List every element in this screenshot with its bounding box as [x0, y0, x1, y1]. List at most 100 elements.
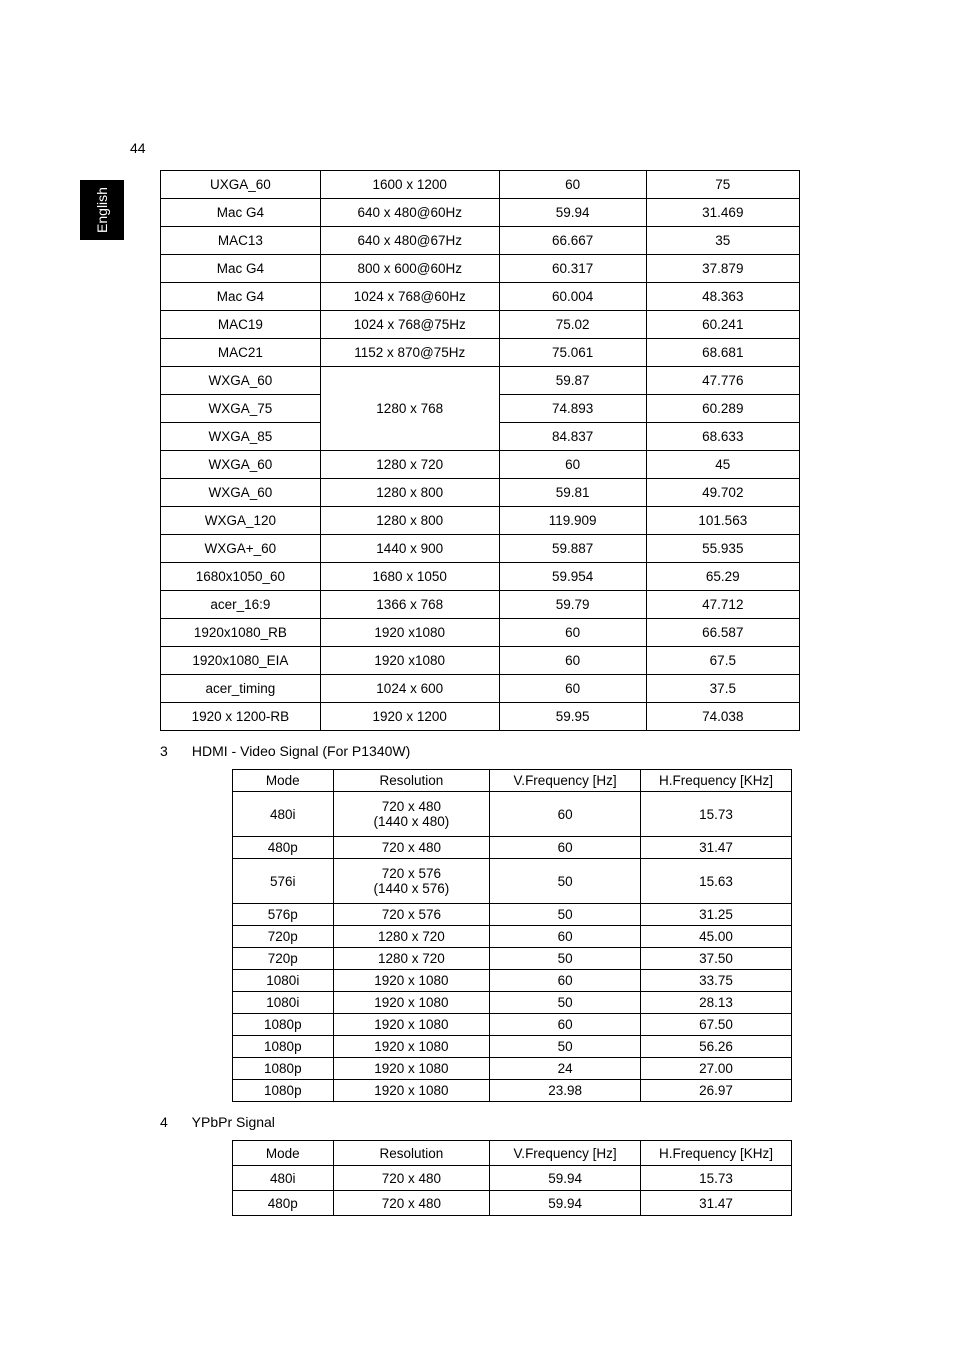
table-cell: 24 [490, 1058, 641, 1080]
table-cell: 75.02 [499, 311, 646, 339]
table-cell: 1152 x 870@75Hz [320, 339, 499, 367]
table-cell: 56.26 [641, 1036, 792, 1058]
table-cell: 50 [490, 904, 641, 926]
table-cell: 68.681 [646, 339, 799, 367]
table-row: WXGA_1201280 x 800119.909101.563 [161, 507, 800, 535]
table-cell: 50 [490, 859, 641, 904]
table-cell: 1440 x 900 [320, 535, 499, 563]
table-cell: 47.712 [646, 591, 799, 619]
table-cell: 50 [490, 948, 641, 970]
table-cell: 59.94 [499, 199, 646, 227]
table-cell: 59.79 [499, 591, 646, 619]
table-row: 576i720 x 576(1440 x 576)5015.63 [233, 859, 792, 904]
table-row: 1080i1920 x 10806033.75 [233, 970, 792, 992]
table-cell: MAC13 [161, 227, 321, 255]
table-cell: 101.563 [646, 507, 799, 535]
table-row: 1080p1920 x 10802427.00 [233, 1058, 792, 1080]
table-cell: 75 [646, 171, 799, 199]
table-cell: 45 [646, 451, 799, 479]
table-ypbpr-wrap: ModeResolutionV.Frequency [Hz]H.Frequenc… [232, 1140, 792, 1216]
table-row: 1080p1920 x 10806067.50 [233, 1014, 792, 1036]
table-row: Mac G41024 x 768@60Hz60.00448.363 [161, 283, 800, 311]
content: UXGA_601600 x 12006075Mac G4640 x 480@60… [160, 170, 800, 1216]
table-cell: 119.909 [499, 507, 646, 535]
table-cell: Mac G4 [161, 283, 321, 311]
table-cell: 60 [499, 675, 646, 703]
table-cell: 480i [233, 792, 334, 837]
table-cell: WXGA_60 [161, 479, 321, 507]
table-row: WXGA_601280 x 7206045 [161, 451, 800, 479]
table-cell: 720 x 480 [333, 1191, 490, 1216]
table-cell: 720 x 480 [333, 1166, 490, 1191]
table-row: 576p720 x 5765031.25 [233, 904, 792, 926]
table-cell: UXGA_60 [161, 171, 321, 199]
table-cell: MAC19 [161, 311, 321, 339]
table-cell: 84.837 [499, 423, 646, 451]
table-cell: 60.241 [646, 311, 799, 339]
table-cell: 480i [233, 1166, 334, 1191]
table-cell: 60.004 [499, 283, 646, 311]
table-row: Mac G4640 x 480@60Hz59.9431.469 [161, 199, 800, 227]
table-cell: 800 x 600@60Hz [320, 255, 499, 283]
table-cell: 68.633 [646, 423, 799, 451]
table-row: 480p720 x 4806031.47 [233, 837, 792, 859]
table-row: 1920x1080_RB1920 x10806066.587 [161, 619, 800, 647]
table-row: 1080i1920 x 10805028.13 [233, 992, 792, 1014]
table-cell: 1280 x 720 [320, 451, 499, 479]
table-cell: 1920 x 1200-RB [161, 703, 321, 731]
table-row: WXGA_601280 x 80059.8149.702 [161, 479, 800, 507]
table-cell: 60 [499, 647, 646, 675]
table-cell: 66.667 [499, 227, 646, 255]
table-row: Mac G4800 x 600@60Hz60.31737.879 [161, 255, 800, 283]
table-row: 720p1280 x 7205037.50 [233, 948, 792, 970]
table-cell: 37.50 [641, 948, 792, 970]
table-cell: 60 [490, 970, 641, 992]
table-cell: 45.00 [641, 926, 792, 948]
table-cell: WXGA_60 [161, 451, 321, 479]
section-ypbpr-heading: 4 YPbPr Signal [160, 1114, 800, 1130]
table-cell: 720p [233, 926, 334, 948]
table-cell: 1080i [233, 970, 334, 992]
table-cell: 640 x 480@67Hz [320, 227, 499, 255]
table-cell: 15.63 [641, 859, 792, 904]
section-hdmi-heading: 3 HDMI - Video Signal (For P1340W) [160, 743, 800, 759]
table-cell: MAC21 [161, 339, 321, 367]
table-row: 480p720 x 48059.9431.47 [233, 1191, 792, 1216]
table-cell: 1920 x 1080 [333, 1036, 490, 1058]
table-cell: acer_16:9 [161, 591, 321, 619]
table-cell: 55.935 [646, 535, 799, 563]
table-cell: 65.29 [646, 563, 799, 591]
table-cell: Mac G4 [161, 199, 321, 227]
table-cell: 1920 x 1080 [333, 970, 490, 992]
table-cell: WXGA_75 [161, 395, 321, 423]
table-cell: 26.97 [641, 1080, 792, 1102]
table-cell: 720 x 576(1440 x 576) [333, 859, 490, 904]
table-ypbpr: ModeResolutionV.Frequency [Hz]H.Frequenc… [232, 1140, 792, 1216]
table-cell: WXGA+_60 [161, 535, 321, 563]
table-cell: 59.94 [490, 1191, 641, 1216]
table-row: 480i720 x 48059.9415.73 [233, 1166, 792, 1191]
table-cell: 35 [646, 227, 799, 255]
table-cell: 60.289 [646, 395, 799, 423]
table-cell: 50 [490, 992, 641, 1014]
table-cell: 1366 x 768 [320, 591, 499, 619]
table-cell: 66.587 [646, 619, 799, 647]
table-cell: 60 [490, 926, 641, 948]
table-cell: 60 [499, 619, 646, 647]
table-cell: 31.47 [641, 837, 792, 859]
table-cell: 59.94 [490, 1166, 641, 1191]
table-cell: 720 x 480(1440 x 480) [333, 792, 490, 837]
table-cell: 59.81 [499, 479, 646, 507]
table-header-row: ModeResolutionV.Frequency [Hz]H.Frequenc… [233, 770, 792, 792]
language-tab: English [80, 180, 124, 240]
table-row: WXGA_601280 x 76859.8747.776 [161, 367, 800, 395]
table-header-cell: Mode [233, 770, 334, 792]
table-cell: 48.363 [646, 283, 799, 311]
table-header-cell: Resolution [333, 770, 490, 792]
table-header-cell: H.Frequency [KHz] [641, 1141, 792, 1166]
table-cell: 1280 x 800 [320, 479, 499, 507]
table-row: MAC13640 x 480@67Hz66.66735 [161, 227, 800, 255]
table-cell: 67.50 [641, 1014, 792, 1036]
table-row: acer_16:91366 x 76859.7947.712 [161, 591, 800, 619]
table-cell: 31.25 [641, 904, 792, 926]
